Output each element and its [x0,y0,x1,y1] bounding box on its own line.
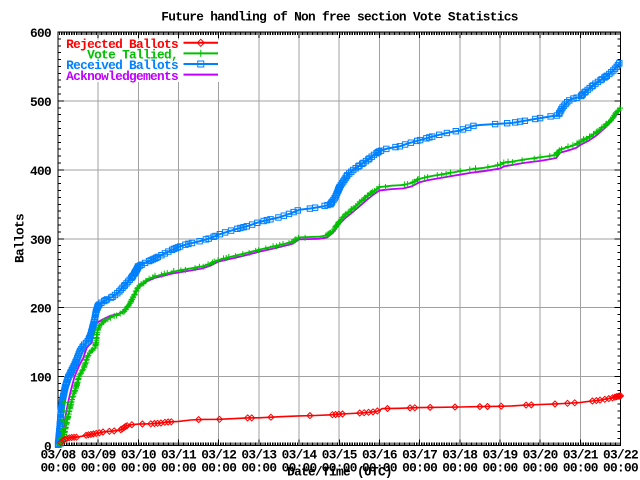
svg-text:00:00: 00:00 [121,461,156,476]
svg-text:00:00: 00:00 [482,461,517,476]
svg-text:03/19: 03/19 [482,448,517,463]
svg-text:00:00: 00:00 [402,461,437,476]
svg-text:Received Ballots: Received Ballots [66,58,178,73]
svg-text:03/15: 03/15 [322,448,358,463]
svg-text:00:00: 00:00 [603,461,638,476]
svg-text:Date/Time (UTC): Date/Time (UTC) [287,465,392,480]
svg-text:00:00: 00:00 [161,461,196,476]
svg-text:100: 100 [30,371,51,386]
svg-text:200: 200 [30,302,51,317]
svg-text:600: 600 [30,26,51,41]
svg-text:400: 400 [30,164,51,179]
svg-text:300: 300 [30,233,51,248]
svg-text:00:00: 00:00 [41,461,76,476]
svg-text:Ballots: Ballots [13,214,28,263]
svg-text:03/10: 03/10 [121,448,156,463]
svg-text:Future handling of Non free se: Future handling of Non free section Vote… [161,10,517,25]
svg-text:00:00: 00:00 [201,461,236,476]
svg-text:03/11: 03/11 [161,448,197,463]
svg-text:03/21: 03/21 [563,448,599,463]
svg-text:Rejected Ballots: Rejected Ballots [66,37,178,52]
svg-text:03/08: 03/08 [41,448,76,463]
svg-text:03/14: 03/14 [282,448,318,463]
svg-text:00:00: 00:00 [362,461,397,476]
svg-text:03/22: 03/22 [603,448,638,463]
svg-text:03/09: 03/09 [81,448,116,463]
svg-text:Vote Tallied,: Vote Tallied, [87,48,178,63]
svg-text:00:00: 00:00 [282,461,317,476]
svg-text:00:00: 00:00 [322,461,357,476]
svg-text:03/20: 03/20 [523,448,558,463]
svg-text:500: 500 [30,95,51,110]
svg-text:00:00: 00:00 [563,461,598,476]
svg-text:0: 0 [44,440,51,455]
svg-text:00:00: 00:00 [241,461,276,476]
svg-text:03/16: 03/16 [362,448,397,463]
svg-text:00:00: 00:00 [81,461,116,476]
svg-text:03/13: 03/13 [241,448,277,463]
svg-text:00:00: 00:00 [442,461,477,476]
svg-text:00:00: 00:00 [523,461,558,476]
svg-text:03/18: 03/18 [442,448,477,463]
svg-text:Acknowledgements: Acknowledgements [66,69,178,84]
svg-text:03/17: 03/17 [402,448,437,463]
svg-text:03/12: 03/12 [201,448,236,463]
